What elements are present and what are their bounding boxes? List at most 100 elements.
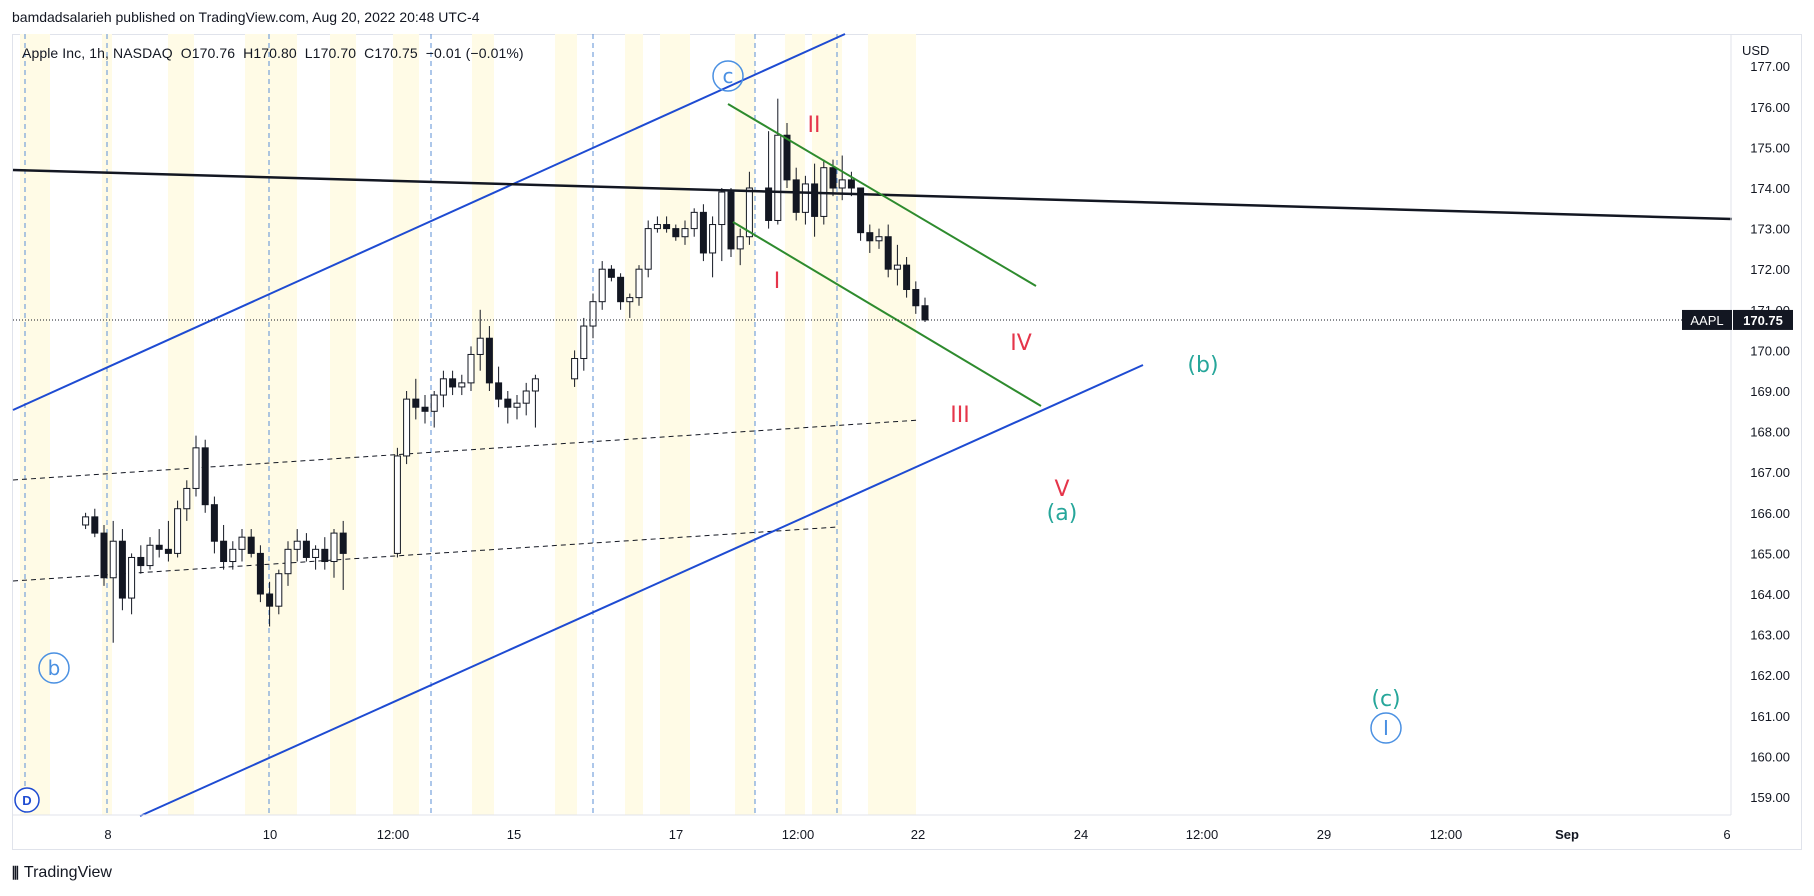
candle-body bbox=[155, 544, 163, 550]
candle bbox=[504, 391, 512, 424]
candle bbox=[439, 370, 447, 408]
candle bbox=[137, 545, 145, 574]
candle-body bbox=[589, 301, 597, 327]
candle-body bbox=[681, 228, 689, 238]
wave-label-text: IV bbox=[1010, 331, 1032, 356]
legend-open: O170.76 bbox=[180, 45, 236, 61]
candle bbox=[912, 281, 920, 314]
tradingview-brand[interactable]: ⫼ TradingView bbox=[12, 864, 112, 882]
price-tick-label: 169.00 bbox=[1750, 384, 1790, 399]
candle bbox=[718, 188, 726, 262]
price-tick-label: 173.00 bbox=[1750, 222, 1790, 237]
session-band bbox=[555, 34, 577, 815]
candle bbox=[626, 293, 634, 318]
wave-label-text: (b) bbox=[1187, 353, 1218, 378]
candle bbox=[635, 265, 643, 306]
wave-label-red: V bbox=[1054, 477, 1069, 502]
candle-body bbox=[266, 593, 274, 607]
candle-body bbox=[829, 167, 837, 189]
candle bbox=[727, 188, 735, 258]
dashed-trendline-upper bbox=[12, 419, 921, 481]
candle bbox=[598, 261, 606, 310]
candle-body bbox=[393, 455, 401, 554]
candle-body bbox=[467, 353, 475, 384]
price-tag: AAPL 170.75 bbox=[1682, 309, 1793, 330]
candle bbox=[430, 391, 438, 428]
candle bbox=[155, 529, 163, 558]
session-band bbox=[330, 34, 356, 815]
candle bbox=[765, 131, 773, 229]
candle-body bbox=[412, 398, 420, 408]
candle-body bbox=[284, 548, 292, 575]
candle bbox=[495, 366, 503, 408]
candle-body bbox=[495, 382, 503, 400]
wave-label-badge: D bbox=[14, 787, 40, 813]
time-tick-label: 12:00 bbox=[782, 827, 815, 842]
candle-body bbox=[783, 134, 791, 181]
candle-body bbox=[663, 224, 671, 230]
candle-body bbox=[801, 183, 809, 213]
candle-body bbox=[644, 228, 652, 270]
price-tag-symbol-bg bbox=[1682, 309, 1732, 330]
candle bbox=[321, 537, 329, 570]
time-tick-label: 12:00 bbox=[1186, 827, 1219, 842]
currency-label: USD bbox=[1742, 43, 1770, 58]
time-tick-label: 10 bbox=[263, 827, 277, 842]
price-tick-label: 176.00 bbox=[1750, 100, 1790, 115]
candle-body bbox=[458, 382, 466, 388]
price-tick-label: 162.00 bbox=[1750, 668, 1790, 683]
price-tick-label: 168.00 bbox=[1750, 425, 1790, 440]
candle-body bbox=[774, 134, 782, 221]
price-tick-label: 174.00 bbox=[1750, 181, 1790, 196]
time-tick-label: Sep bbox=[1555, 827, 1579, 842]
candle bbox=[893, 244, 901, 286]
candle bbox=[393, 447, 401, 558]
time-tick-label: 22 bbox=[911, 827, 925, 842]
candle bbox=[302, 533, 310, 562]
badge-circle bbox=[14, 787, 40, 813]
candle bbox=[690, 208, 698, 237]
time-tick-label: 12:00 bbox=[377, 827, 410, 842]
candle bbox=[256, 545, 264, 603]
wedge-upper-line bbox=[727, 103, 1037, 287]
candle bbox=[485, 326, 493, 391]
candle bbox=[607, 265, 615, 282]
price-tag-symbol: AAPL bbox=[1690, 313, 1723, 328]
candle-body bbox=[635, 268, 643, 299]
candle-body bbox=[727, 191, 735, 250]
session-band bbox=[660, 34, 690, 815]
time-tick-label: 17 bbox=[669, 827, 683, 842]
candle-body bbox=[256, 552, 264, 595]
candle-body bbox=[672, 228, 680, 238]
symbol-legend: Apple Inc, 1h, NASDAQ O170.76 H170.80 L1… bbox=[22, 45, 528, 61]
candle-body bbox=[893, 264, 901, 270]
candle-body bbox=[229, 548, 237, 563]
candle bbox=[792, 167, 800, 221]
candle-body bbox=[884, 236, 892, 270]
candle-body bbox=[302, 540, 310, 558]
candle-body bbox=[718, 191, 726, 226]
wave-label-red: II bbox=[808, 113, 821, 138]
candle-body bbox=[513, 402, 521, 408]
candle-body bbox=[100, 532, 108, 579]
time-tick-label: 12:00 bbox=[1430, 827, 1463, 842]
legend-low: L170.70 bbox=[304, 45, 357, 61]
candle bbox=[201, 439, 209, 513]
candle-body bbox=[339, 532, 347, 554]
candle-body bbox=[653, 224, 661, 230]
wave-label-circle-blue: I bbox=[1370, 712, 1402, 744]
candle-body bbox=[183, 487, 191, 510]
candle-body bbox=[912, 289, 920, 307]
candle-body bbox=[146, 544, 154, 567]
time-tick-label: 15 bbox=[507, 827, 521, 842]
candle-body bbox=[201, 447, 209, 506]
badge-text: D bbox=[22, 793, 31, 808]
session-band bbox=[735, 34, 755, 815]
candle bbox=[192, 435, 200, 497]
candle bbox=[284, 541, 292, 586]
wave-label-red: III bbox=[950, 403, 969, 428]
candle-body bbox=[709, 224, 717, 254]
candle bbox=[513, 395, 521, 420]
